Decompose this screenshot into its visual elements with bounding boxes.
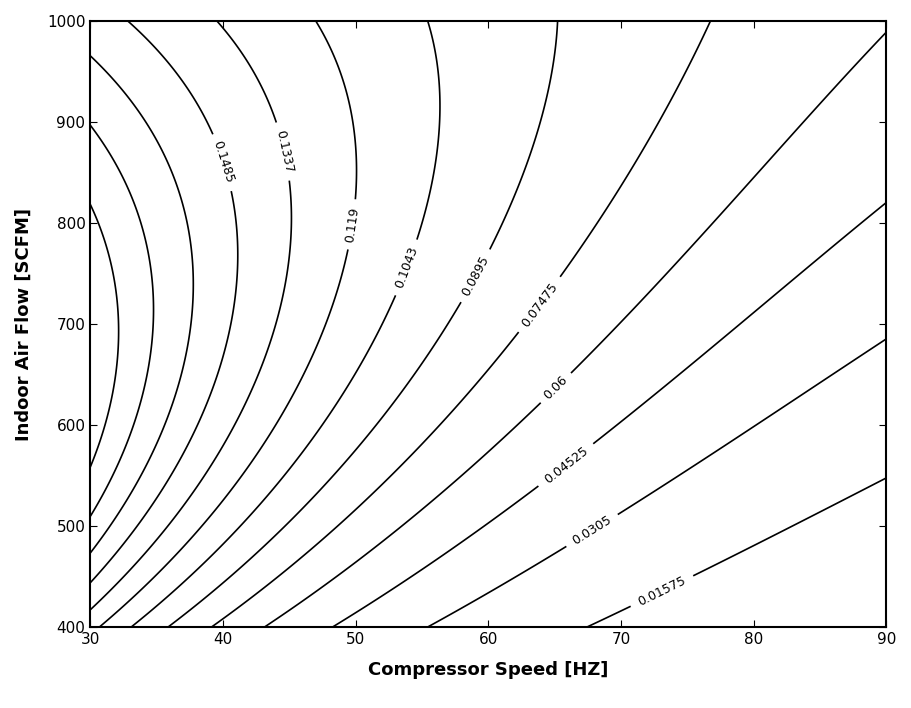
Text: 0.0305: 0.0305 bbox=[570, 513, 614, 548]
Text: 0.1337: 0.1337 bbox=[273, 129, 295, 174]
Text: 0.01575: 0.01575 bbox=[636, 573, 688, 608]
Text: 0.1043: 0.1043 bbox=[394, 245, 421, 290]
Text: 0.0895: 0.0895 bbox=[460, 253, 492, 298]
Y-axis label: Indoor Air Flow [SCFM]: Indoor Air Flow [SCFM] bbox=[15, 207, 33, 440]
Text: 0.06: 0.06 bbox=[541, 374, 570, 402]
X-axis label: Compressor Speed [HZ]: Compressor Speed [HZ] bbox=[368, 661, 609, 679]
Text: 0.119: 0.119 bbox=[343, 206, 362, 243]
Text: 0.07475: 0.07475 bbox=[519, 280, 560, 329]
Text: 0.1485: 0.1485 bbox=[210, 139, 236, 185]
Text: 0.04525: 0.04525 bbox=[541, 444, 590, 486]
